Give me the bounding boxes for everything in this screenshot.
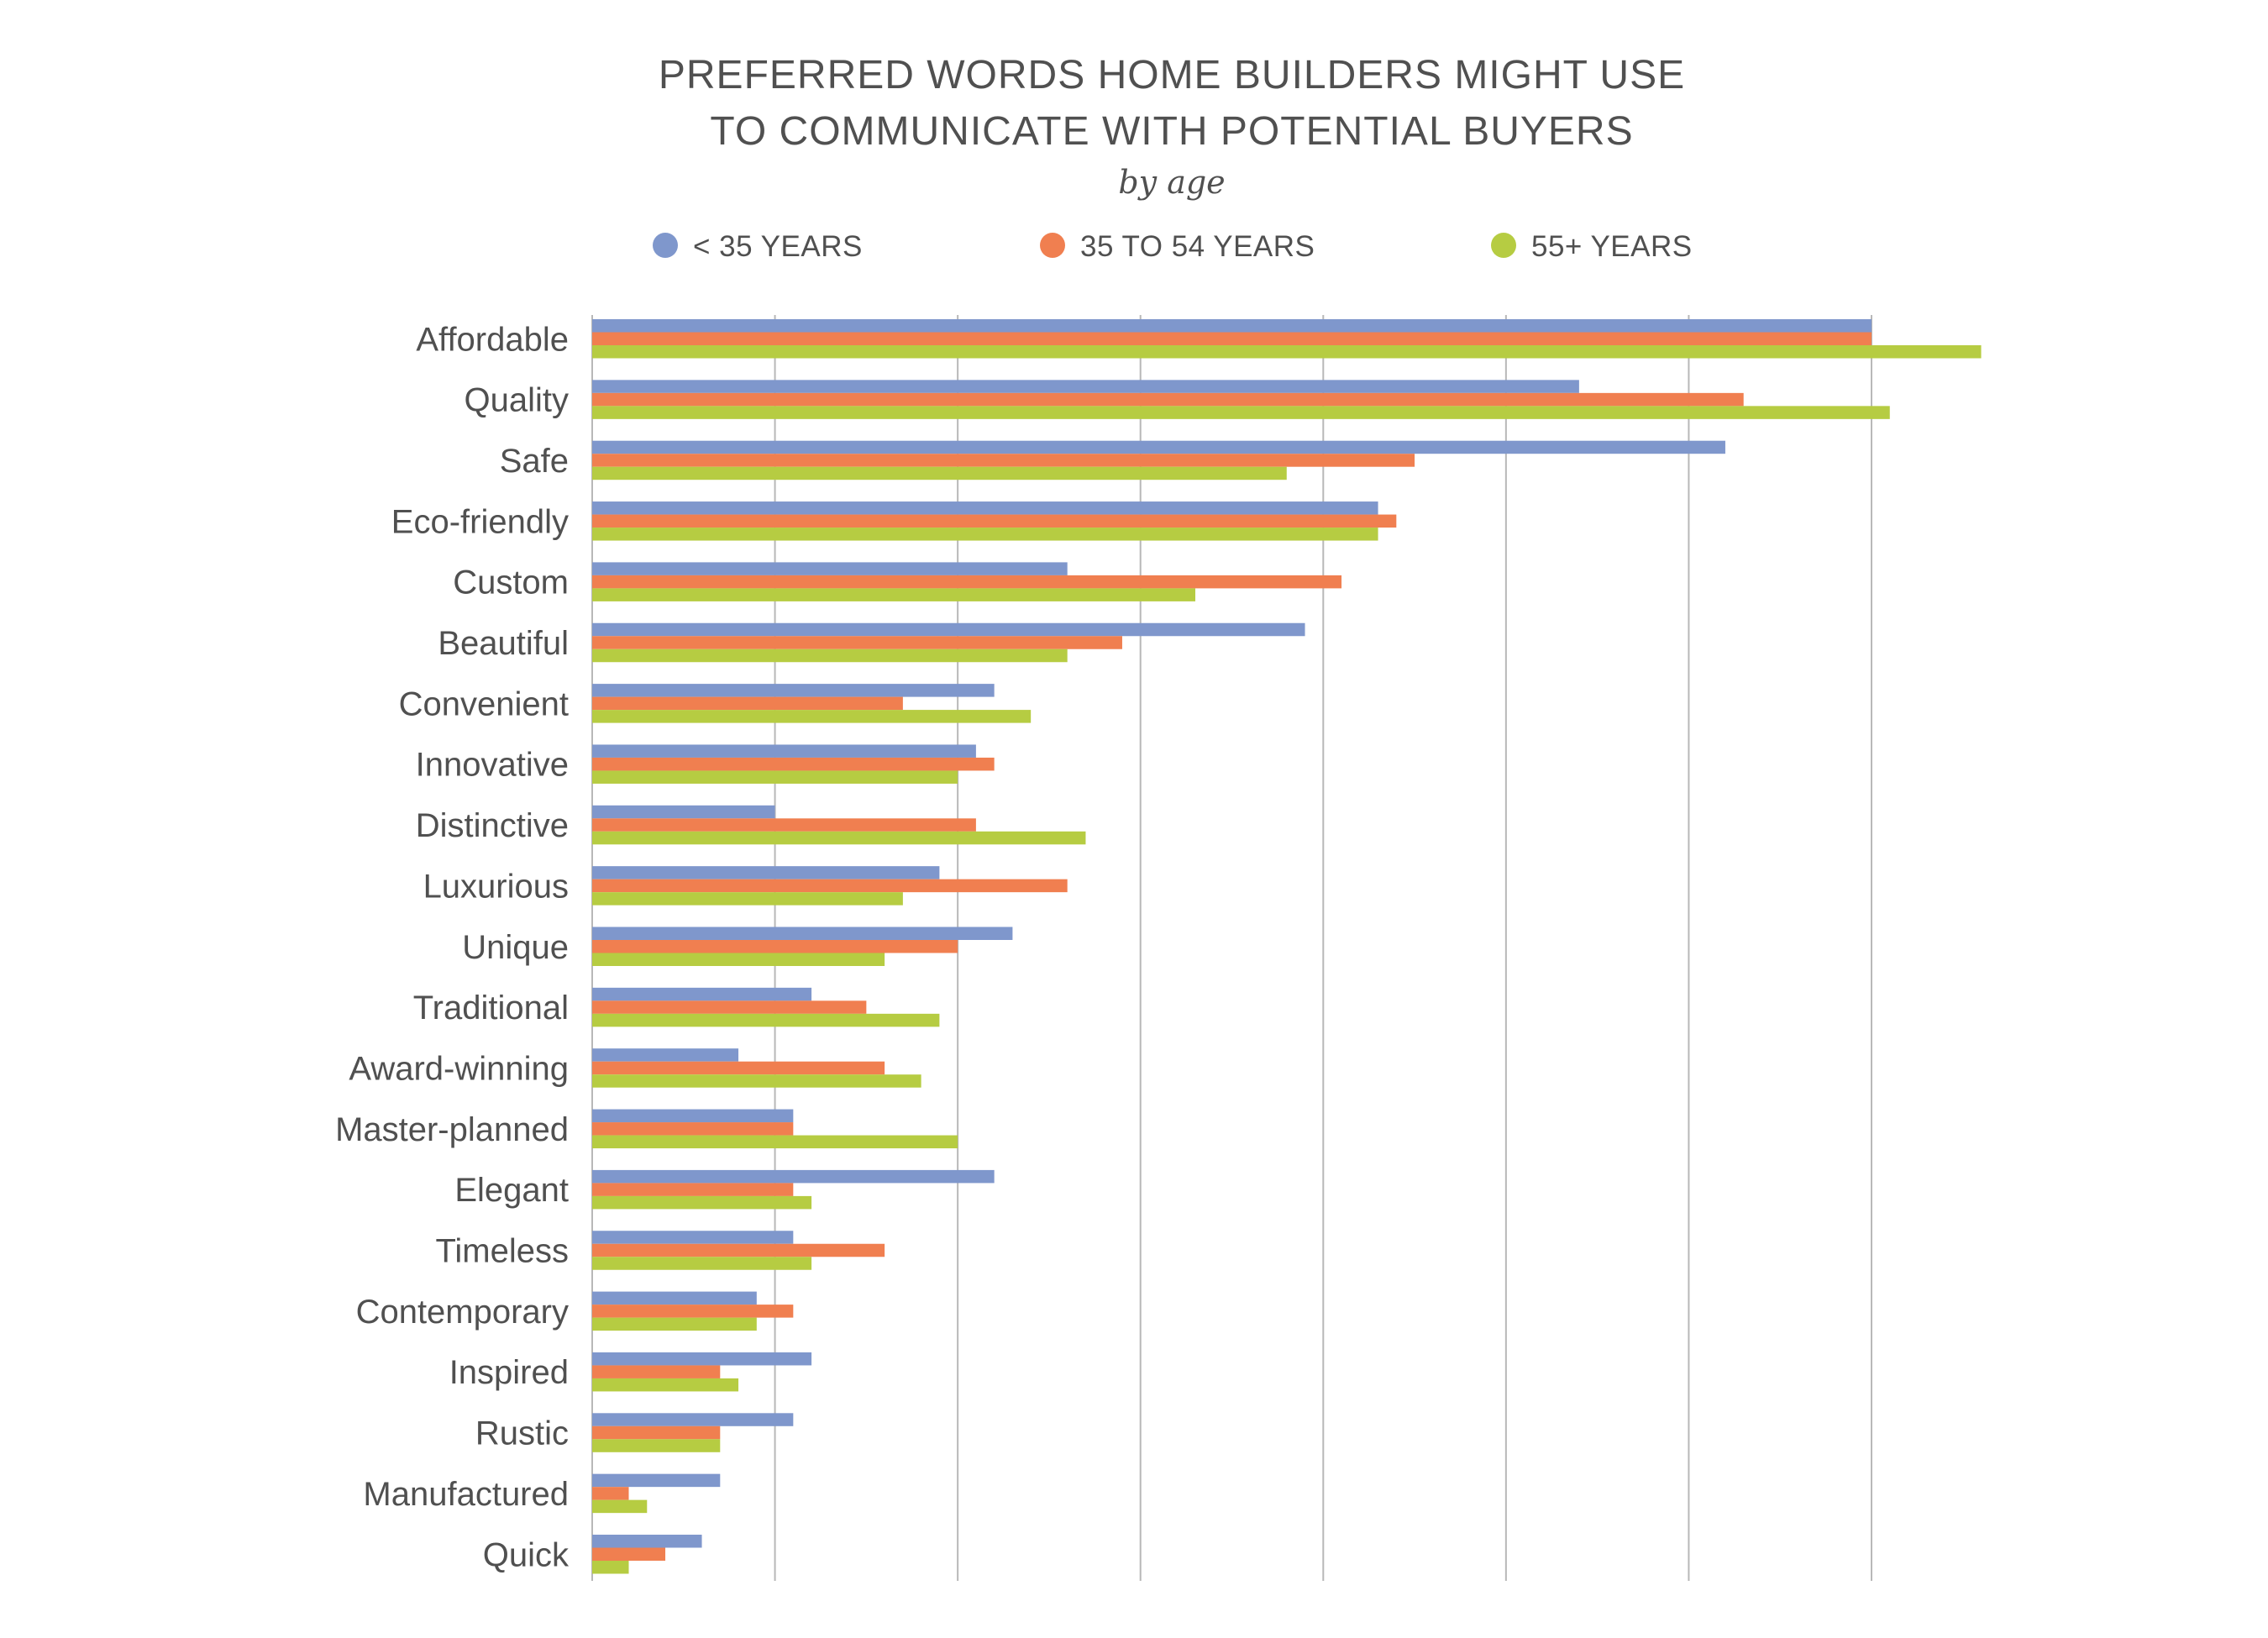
category-label: Timeless [435,1233,569,1270]
legend-marker [1491,233,1516,258]
bar [592,1547,666,1561]
bar [592,1535,702,1548]
bar [592,1122,794,1136]
legend-label: 55+ YEARS [1531,230,1693,263]
chart-subtitle: by age [1118,164,1225,201]
bar [592,1061,885,1075]
bar [592,1561,629,1574]
legend: < 35 YEARS 35 TO 54 YEARS 55+ YEARS [653,230,1693,263]
bar [592,562,1068,575]
bar [592,466,1287,480]
bar [592,1000,867,1014]
bar [592,757,995,771]
bar [592,1291,757,1305]
bar [592,1195,812,1210]
category-label: Unique [462,929,569,966]
bar [592,440,1725,454]
category-label: Inspired [449,1354,569,1391]
bar [592,696,903,711]
bar [592,831,1086,845]
category-label: Quality [465,382,570,419]
category-label: Elegant [454,1172,569,1209]
category-label: Eco-friendly [391,503,569,540]
bar [592,380,1579,393]
bar [592,332,1872,345]
chart-title-line: TO COMMUNICATE WITH POTENTIAL BUYERS [710,109,1633,154]
category-label: Contemporary [356,1294,569,1331]
bar [592,1317,757,1331]
category-label: Quick [483,1536,570,1573]
bar [592,684,995,697]
bar [592,1365,721,1378]
bar [592,1048,739,1062]
bar [592,1183,794,1196]
bar [592,1487,629,1500]
bar [592,805,775,819]
bar [592,953,885,966]
bar [592,528,1378,541]
bar [592,1135,958,1149]
legend-marker [653,233,678,258]
bar [592,1305,794,1318]
bar [592,1439,721,1452]
legend-marker [1040,233,1065,258]
category-label: Manufactured [363,1476,569,1513]
bar [592,1169,995,1184]
legend-label: < 35 YEARS [693,230,863,263]
bar [592,744,976,758]
bar [592,1378,739,1392]
bar [592,575,1342,589]
bar [592,940,958,953]
bar [592,514,1397,528]
bar [592,1425,721,1440]
bars [592,319,1982,1574]
bar [592,406,1890,419]
category-label: Innovative [416,747,569,784]
bar [592,1413,794,1426]
category-label: Safe [500,443,569,480]
bar [592,1243,885,1257]
chart-title-line: PREFERRED WORDS HOME BUILDERS MIGHT USE [659,53,1685,97]
bar [592,1257,812,1270]
chart-title: PREFERRED WORDS HOME BUILDERS MIGHT USE T… [659,53,1685,154]
category-label: Master-planned [335,1111,569,1148]
bar [592,818,976,832]
bar [592,1499,648,1514]
bar [592,588,1195,601]
category-label: Convenient [399,685,569,722]
bar [592,1013,940,1027]
bar [592,636,1122,649]
bar [592,879,1068,893]
category-label: Luxurious [423,868,569,905]
category-label: Rustic [475,1415,569,1452]
bar [592,501,1378,515]
bar [592,987,812,1001]
bar [592,345,1982,359]
bar [592,1352,812,1366]
bar [592,392,1744,407]
category-labels: Affordable Quality Safe Eco-friendly Custom B… [335,321,570,1573]
bar [592,1109,794,1123]
bar [592,1231,794,1244]
category-label: Award-winning [349,1050,569,1087]
bar [592,319,1872,333]
bar [592,454,1415,467]
bar [592,866,940,879]
bar [592,892,903,906]
category-label: Affordable [416,321,569,358]
bar [592,622,1305,637]
category-label: Custom [453,564,569,601]
bar [592,710,1032,723]
category-label: Distinctive [416,807,569,844]
category-label: Traditional [413,990,569,1026]
bar [592,770,958,784]
legend-label: 35 TO 54 YEARS [1080,230,1315,263]
category-label: Beautiful [438,625,569,662]
bar [592,1074,921,1088]
bar [592,1473,721,1488]
bar [592,648,1068,663]
bar [592,927,1013,940]
